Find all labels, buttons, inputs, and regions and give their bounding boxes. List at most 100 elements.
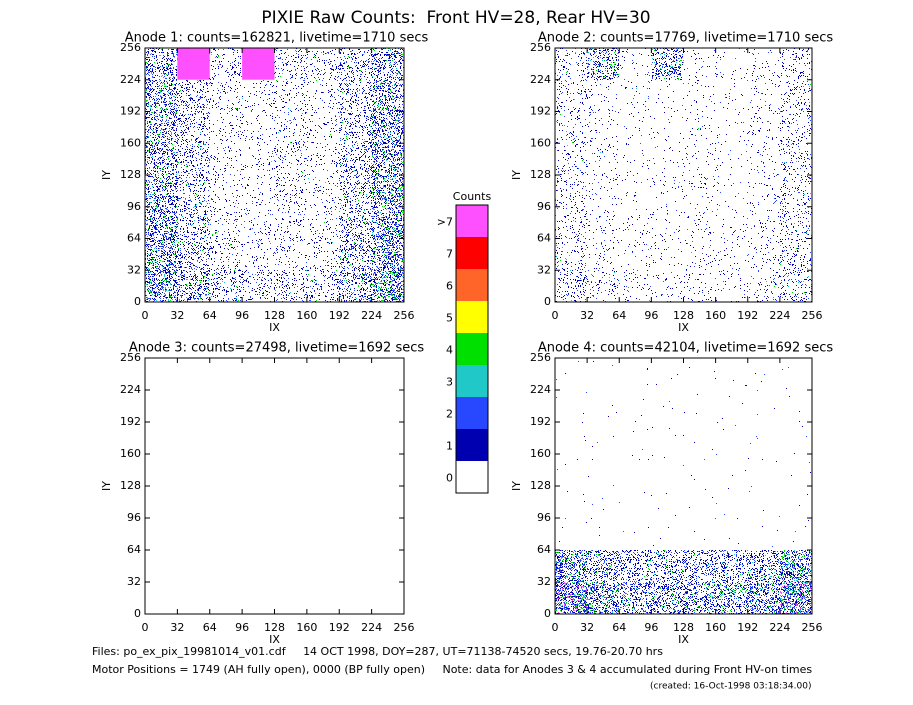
- pixel-dots: [145, 175, 178, 207]
- pixel-dots: [780, 238, 812, 271]
- pixel-dots: [663, 406, 673, 409]
- pixel-dots: [316, 80, 317, 81]
- pixel-cell: [686, 112, 713, 144]
- pixel-dots: [177, 175, 210, 207]
- pixel-dots: [782, 367, 789, 370]
- pixel-cell: [145, 206, 178, 239]
- pixel-dots: [177, 80, 210, 112]
- pixel-cell: [177, 206, 210, 239]
- pixel-dots: [145, 112, 172, 142]
- x-tick-label: 64: [612, 309, 626, 322]
- pixel-cell: [307, 49, 339, 80]
- pixel-cell: [177, 270, 210, 302]
- pixel-dots: [242, 98, 243, 99]
- x-tick-label: 128: [673, 621, 694, 634]
- pixel-dots: [555, 175, 587, 205]
- pixel-cell: [651, 207, 682, 238]
- pixel-cell: [555, 238, 587, 270]
- pixel-dots: [748, 555, 779, 578]
- x-tick-label: 256: [802, 309, 823, 322]
- pixel-cell: [339, 270, 372, 302]
- colorbar-segment: [456, 333, 488, 365]
- colorbar-title: Counts: [453, 190, 492, 203]
- pixel-dots: [592, 152, 616, 162]
- pixel-cell: [209, 111, 243, 144]
- pixel-dots: [652, 583, 684, 614]
- x-tick-label: 0: [142, 309, 149, 322]
- pixel-dots: [308, 207, 338, 239]
- pixel-dots: [573, 220, 574, 221]
- y-tick-label: 160: [120, 136, 141, 149]
- x-tick-label: 224: [361, 621, 382, 634]
- pixel-dots: [145, 83, 175, 112]
- y-tick-label: 0: [134, 295, 141, 308]
- y-axis-label: IY: [100, 170, 113, 180]
- pixel-dots: [372, 111, 404, 144]
- pixel-dots: [178, 206, 210, 239]
- pixel-dots: [691, 475, 695, 480]
- pixel-dots: [715, 518, 716, 519]
- pixel-dots: [240, 171, 241, 172]
- pixel-dots: [747, 582, 780, 614]
- pixel-dots: [748, 551, 780, 582]
- pixel-dots: [717, 179, 748, 207]
- pixel-dots: [242, 272, 272, 302]
- pixel-dots: [275, 143, 307, 174]
- pixel-dots: [195, 255, 201, 262]
- pixel-cell: [780, 238, 812, 271]
- pixel-dots: [752, 207, 779, 238]
- pixel-cell: [694, 518, 716, 540]
- pixel-cell: [620, 81, 650, 111]
- pixel-dots: [587, 582, 619, 613]
- pixel-cell: [371, 175, 404, 207]
- pixel-dots: [561, 270, 572, 301]
- pixel-dots: [339, 115, 370, 139]
- pixel-cell: [306, 238, 339, 271]
- y-axis-label: IY: [510, 170, 523, 180]
- pixel-cell: [210, 238, 242, 271]
- pixel-dots: [587, 271, 618, 301]
- pixel-dots: [339, 238, 371, 271]
- y-tick-label: 192: [120, 415, 141, 428]
- pixel-cell: [755, 373, 765, 382]
- pixel-cell: [717, 176, 748, 207]
- x-tick-label: 96: [235, 309, 249, 322]
- x-tick-label: 256: [394, 309, 415, 322]
- pixel-cell: [306, 176, 339, 207]
- pixel-cell: [274, 175, 307, 206]
- pixel-dots: [313, 246, 314, 247]
- pixel-dots: [747, 582, 780, 614]
- y-tick-label: 96: [127, 200, 141, 213]
- pixel-dots: [177, 207, 209, 239]
- colorbar-label: 4: [446, 344, 453, 357]
- pixel-dots: [619, 502, 620, 503]
- pixel-cell: [371, 238, 404, 271]
- pixel-cell: [587, 270, 619, 302]
- pixel-cell: [177, 238, 210, 270]
- pixel-cell: [242, 270, 275, 302]
- pixel-cell: [177, 48, 210, 80]
- pixel-dots: [371, 206, 404, 239]
- pixel-dots: [274, 238, 307, 271]
- y-tick-label: 256: [120, 351, 141, 364]
- y-axis-label: IY: [100, 481, 113, 491]
- pixel-dots: [209, 175, 242, 207]
- y-tick-label: 224: [120, 383, 141, 396]
- pixel-dots: [669, 401, 670, 402]
- pixel-dots: [651, 80, 684, 112]
- pixel-cell: [685, 240, 716, 270]
- pixel-cell: [651, 48, 684, 80]
- pixel-cell: [587, 48, 620, 80]
- pixel-cell: [780, 270, 812, 302]
- pixel-cell: [587, 144, 618, 175]
- pixel-dots: [715, 49, 748, 80]
- pixel-cell: [210, 79, 242, 111]
- pixel-dots: [763, 510, 764, 511]
- pixel-dots: [372, 238, 404, 270]
- pixel-dots: [649, 300, 650, 301]
- pixel-dots: [209, 112, 243, 144]
- pixel-dots: [747, 550, 780, 582]
- pixel-dots: [651, 582, 684, 614]
- pixel-dots: [748, 176, 780, 206]
- pixel-dots: [636, 88, 637, 89]
